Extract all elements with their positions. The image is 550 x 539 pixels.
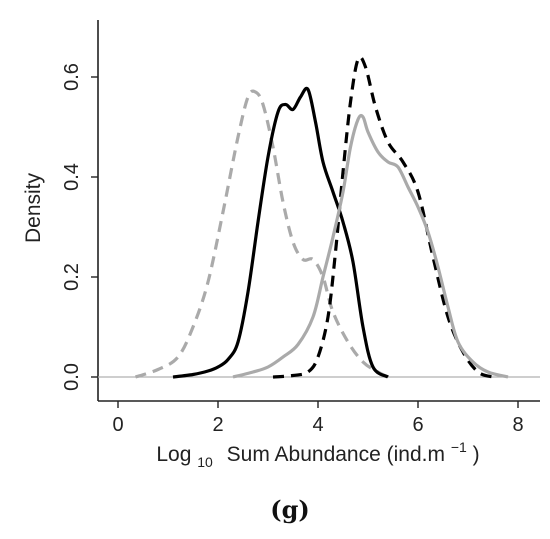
x-axis-title-superscript: −1 (451, 439, 467, 455)
y-tick-label: 0.0 (61, 363, 83, 391)
x-tick-label: 8 (512, 414, 523, 436)
y-tick-label: 0.2 (61, 263, 83, 291)
x-axis-title-main: Sum Abundance (ind.m (227, 443, 445, 466)
density-curve-2 (172, 86, 389, 379)
x-axis-title-subscript: 10 (197, 454, 213, 470)
density-curve-3 (272, 55, 494, 379)
x-tick-label: 2 (212, 414, 223, 436)
x-tick-label: 0 (112, 414, 123, 436)
density-curve-4 (232, 113, 509, 379)
x-tick-label: 6 (412, 414, 423, 436)
x-axis-title-base: Log (156, 443, 191, 466)
x-axis-title: Log 10 Sum Abundance (ind.m −1 ) (156, 434, 479, 472)
panel-label: (g) (270, 495, 310, 524)
x-tick-label: 4 (312, 414, 323, 436)
y-tick-label: 0.6 (61, 63, 83, 91)
x-axis-title-close: ) (473, 443, 480, 466)
series-layer (135, 55, 509, 379)
y-axis-title: Density (22, 172, 45, 243)
ticks-layer: 0 2 4 6 8 0.0 0.2 0.4 0.6 (61, 63, 524, 436)
y-tick-label: 0.4 (61, 163, 83, 191)
density-curve-1 (135, 89, 389, 379)
